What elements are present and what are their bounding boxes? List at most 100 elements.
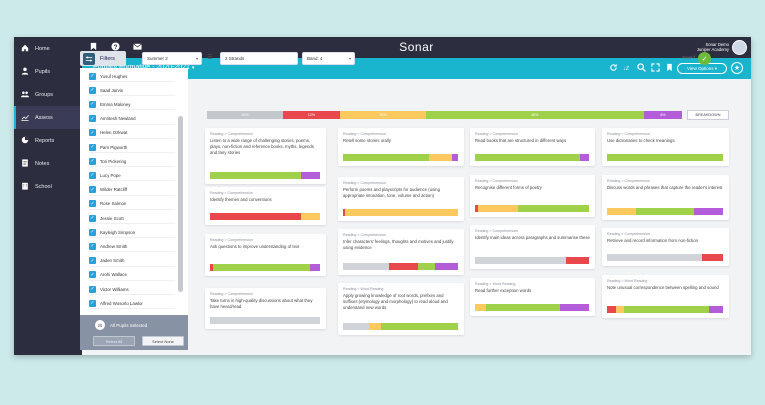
search-icon[interactable]: [637, 63, 646, 74]
objective-progress-bar: [475, 154, 589, 161]
objective-card[interactable]: Reading > Comprehension Take turns in hig…: [205, 288, 326, 329]
checkbox-checked-icon[interactable]: ✓: [89, 228, 96, 236]
star-icon[interactable]: ★: [731, 62, 743, 74]
objective-progress-bar: [210, 213, 320, 220]
pupil-list-item[interactable]: ✓ Helen Ozkwat: [89, 128, 175, 139]
pupil-list-item[interactable]: ✓ Amritesh Newland: [89, 114, 175, 125]
checkbox-checked-icon[interactable]: ✓: [89, 129, 96, 137]
progress-segment-purple: [435, 263, 458, 270]
pupil-list-item[interactable]: ✓ Pam Pigworth: [89, 142, 175, 153]
refresh-icon[interactable]: [609, 63, 618, 74]
sort-icon[interactable]: ↓Z: [623, 63, 632, 74]
pupil-list-item[interactable]: ✓ Lucy Pope: [89, 170, 175, 182]
pupil-list-item[interactable]: ✓ Jaden Smith: [89, 256, 175, 267]
objective-card[interactable]: Reading > Word Reading Note unusual corre…: [602, 275, 729, 318]
checkbox-checked-icon[interactable]: ✓: [89, 157, 96, 165]
overall-segment: 12%: [283, 111, 340, 119]
sidebar-item-school[interactable]: School: [14, 175, 82, 198]
checkbox-checked-icon[interactable]: ✓: [89, 171, 96, 179]
filters-button[interactable]: Filters: [80, 51, 126, 66]
checkbox-checked-icon[interactable]: ✓: [89, 271, 96, 279]
checkbox-checked-icon[interactable]: ✓: [89, 200, 96, 208]
scrollbar[interactable]: [178, 116, 183, 292]
pupil-list-item[interactable]: ✓ Wilder Ratcliff: [89, 185, 175, 196]
sidebar-item-assess[interactable]: Assess: [14, 106, 82, 129]
objective-card[interactable]: Reading > Comprehension Use dictionaries …: [602, 128, 729, 166]
select-all-button[interactable]: Select All: [93, 336, 135, 346]
checkbox-checked-icon[interactable]: ✓: [89, 242, 96, 250]
progress-segment-grey: [210, 317, 320, 324]
strands-select[interactable]: 2 Strands: [220, 52, 298, 65]
pupil-list-item[interactable]: ✓ Alfred Wosorlo Lawlor: [89, 298, 175, 310]
select-none-button[interactable]: Select None: [142, 336, 184, 346]
objective-card[interactable]: Reading > Comprehension Infer characters'…: [338, 229, 464, 275]
checkbox-checked-icon[interactable]: ✓: [89, 72, 96, 80]
objective-card[interactable]: Reading > Comprehension Retrieve and reco…: [602, 228, 729, 266]
assessment-title[interactable]: Primary Formative - 2020-2021 ▾: [93, 64, 195, 71]
checkbox-checked-icon[interactable]: ✓: [89, 285, 96, 293]
sidebar-item-pupils[interactable]: Pupils: [14, 60, 82, 83]
objective-card[interactable]: Reading > Comprehension Retell some stori…: [338, 128, 464, 166]
pupil-list-item[interactable]: ✓ Kayleigh Simpson: [89, 227, 175, 239]
bookmark-icon[interactable]: [665, 63, 674, 74]
objective-category: Reading > Word Reading: [343, 287, 384, 291]
sidebar-item-reports[interactable]: Reports: [14, 129, 82, 152]
progress-segment-red: [702, 254, 723, 261]
pupil-list-item[interactable]: ✓ Victor Williams: [89, 284, 175, 295]
objective-card[interactable]: Reading > Word Reading Apply growing know…: [338, 283, 464, 335]
progress-segment-grey: [475, 257, 567, 264]
pupil-list-item[interactable]: ✓ Rose Salmon: [89, 199, 175, 210]
term-select[interactable]: Summer 2 ▾: [142, 52, 202, 65]
objective-card[interactable]: Reading > Comprehension Recognise differe…: [470, 175, 595, 217]
saved-status: Saved: [682, 55, 695, 60]
checkbox-checked-icon[interactable]: ✓: [89, 86, 96, 94]
pupil-list-item[interactable]: ✓ Emma Maloney: [89, 99, 175, 111]
chart-icon: [21, 113, 29, 123]
objective-card[interactable]: Reading > Comprehension Ask questions to …: [205, 234, 326, 276]
objective-card[interactable]: Reading > Comprehension Identify main ide…: [470, 225, 595, 269]
sidebar-item-groups[interactable]: Groups: [14, 83, 82, 106]
pupil-list-item[interactable]: ✓ Andrew Smith: [89, 241, 175, 253]
objective-card[interactable]: Reading > Comprehension Read books that a…: [470, 128, 595, 166]
objective-card[interactable]: Reading > Comprehension Perform poems and…: [338, 177, 464, 221]
checkbox-checked-icon[interactable]: ✓: [89, 257, 96, 265]
pupil-name: Pam Pigworth: [100, 144, 128, 150]
checkbox-checked-icon[interactable]: ✓: [89, 299, 96, 307]
expand-icon[interactable]: [651, 63, 660, 74]
objective-progress-bar: [210, 317, 320, 324]
sidebar-item-notes[interactable]: Notes: [14, 152, 82, 175]
list-icon[interactable]: ☰: [207, 55, 213, 61]
bookmark-icon[interactable]: [89, 42, 98, 53]
pupil-list-item[interactable]: ✓ Arohi Wallace: [89, 270, 175, 281]
progress-segment-green: [213, 264, 311, 271]
sidebar-item-home[interactable]: Home: [14, 37, 82, 60]
checkbox-checked-icon[interactable]: ✓: [89, 186, 96, 194]
help-icon[interactable]: ?: [111, 42, 120, 53]
objective-category: Reading > Comprehension: [343, 132, 386, 136]
home-icon: [21, 44, 29, 54]
checkbox-checked-icon[interactable]: ✓: [89, 100, 96, 108]
pupil-list-item[interactable]: ✓ Jessie Scott: [89, 213, 175, 224]
pupil-list-item[interactable]: ✓ Yusuf Hughes: [89, 71, 175, 82]
objective-title: Recognise different forms of poetry: [475, 185, 542, 190]
checkbox-checked-icon[interactable]: ✓: [89, 143, 96, 151]
progress-segment-red: [607, 306, 617, 313]
objective-card[interactable]: Reading > Word Reading Read further excep…: [470, 278, 595, 316]
progress-segment-red: [566, 257, 589, 264]
progress-segment-green: [486, 304, 561, 311]
user-info[interactable]: Sonar Demo Juniper Academy: [697, 42, 729, 52]
avatar[interactable]: [732, 40, 747, 55]
objective-title: Infer characters' feelings, thoughts and…: [343, 239, 454, 251]
objective-card[interactable]: Reading > Comprehension Discuss words and…: [602, 175, 729, 220]
breakdown-button[interactable]: BREAKDOWN: [687, 110, 729, 120]
checkbox-checked-icon[interactable]: ✓: [89, 214, 96, 222]
mail-icon[interactable]: [133, 42, 142, 53]
pupil-list-item[interactable]: ✓ Saad Jarvis: [89, 85, 175, 97]
pupil-list-item[interactable]: ✓ Tori Pickering: [89, 156, 175, 168]
band-select[interactable]: Band: 4 ▾: [302, 52, 355, 65]
sidebar-item-label: Groups: [35, 91, 54, 98]
check-icon[interactable]: ✓: [698, 52, 711, 65]
checkbox-checked-icon[interactable]: ✓: [89, 115, 96, 123]
objective-card[interactable]: Reading > Comprehension Listen to a wide …: [205, 128, 326, 184]
objective-card[interactable]: Reading > Comprehension Identify themes a…: [205, 187, 326, 225]
